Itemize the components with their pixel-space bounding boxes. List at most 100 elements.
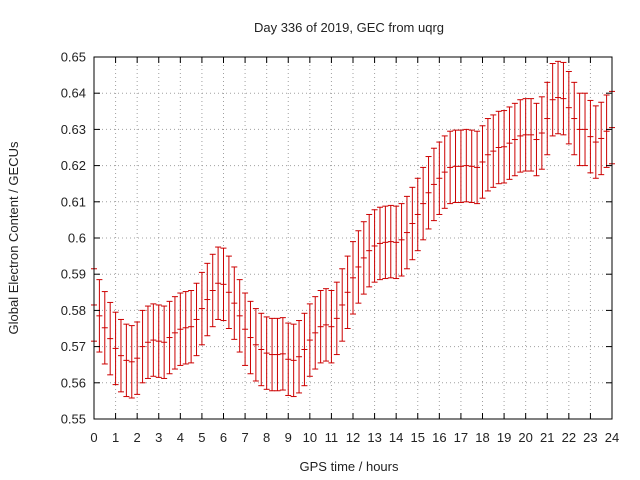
error-bar [565,70,572,145]
error-bar [382,205,389,280]
error-bar [96,279,103,353]
error-bar [134,321,141,395]
error-bar [150,303,157,377]
error-bar [177,292,184,366]
error-bar [306,303,313,377]
error-bar [215,246,222,320]
error-bar [538,96,545,170]
error-bar [198,271,205,346]
error-bar [592,105,599,179]
x-tick-label: 19 [497,430,511,445]
x-tick-label: 0 [90,430,97,445]
error-bar [236,279,243,353]
error-bar [452,129,459,204]
x-tick-label: 20 [518,430,532,445]
error-bar [112,311,119,386]
error-bar [188,289,195,364]
error-bar [360,221,367,295]
x-tick-label: 16 [432,430,446,445]
error-bar [376,206,383,281]
grid-layer [94,57,612,419]
y-tick-label: 0.57 [61,339,86,354]
error-bar [571,81,578,156]
error-bar [225,255,232,329]
x-tick-label: 5 [198,430,205,445]
error-bar [468,129,475,204]
error-bar [220,247,227,322]
error-bar [333,281,340,356]
error-bar [398,203,405,277]
y-tick-label: 0.61 [61,194,86,209]
error-bar [366,213,373,288]
error-bar [296,320,303,394]
error-bar [317,289,324,364]
error-bar [107,301,114,376]
x-tick-label: 15 [411,430,425,445]
error-bar [441,135,448,209]
error-bar [484,118,491,192]
chart-title: Day 336 of 2019, GEC from uqrg [254,20,444,35]
error-bar [474,130,481,205]
error-bar [139,309,146,384]
y-tick-label: 0.56 [61,375,86,390]
x-tick-label: 12 [346,430,360,445]
x-tick-label: 21 [540,430,554,445]
error-bar [414,177,421,252]
error-bar [231,266,238,340]
y-tick-label: 0.62 [61,158,86,173]
x-tick-label: 24 [605,430,619,445]
error-bar [560,61,567,136]
error-bar [387,204,394,279]
x-tick-label: 18 [475,430,489,445]
error-bar [528,98,535,172]
x-axis-label: GPS time / hours [300,459,399,474]
error-bar [123,323,130,398]
error-bar [501,110,508,184]
error-bar [279,317,286,391]
y-tick-layer: 0.55 0.56 0.57 0.58 0.59 0.6 0.61 0.62 0.63 0.64 0… [61,50,612,427]
x-tick-label: 7 [241,430,248,445]
x-tick-label: 2 [134,430,141,445]
error-bar [182,291,189,365]
x-tick-label: 9 [285,430,292,445]
error-bar [193,282,200,357]
error-bar [555,60,562,135]
x-tick-label: 3 [155,430,162,445]
error-bar [533,102,540,177]
error-bar [301,312,308,387]
error-bar [274,317,281,392]
error-bar [517,99,524,173]
error-bar [242,292,249,366]
x-tick-label: 11 [325,430,339,445]
error-bar [582,92,589,167]
x-tick-label: 17 [454,430,468,445]
error-bar [598,101,605,176]
error-bar [247,300,254,375]
y-tick-label: 0.55 [61,412,86,427]
error-bar [355,230,362,304]
error-bar [312,296,319,370]
error-bar [101,291,108,365]
error-bar [252,308,259,382]
error-bar [506,106,513,180]
error-bar [161,305,168,379]
y-tick-label: 0.64 [61,86,86,101]
error-bar [495,110,502,185]
error-bar [171,296,178,370]
error-bar [511,102,518,177]
y-tick-label: 0.65 [61,50,86,65]
error-bar [393,205,400,280]
x-tick-label: 4 [177,430,184,445]
error-bar [420,166,427,241]
y-tick-label: 0.58 [61,303,86,318]
error-bar [436,141,443,215]
error-bar [290,323,297,398]
y-tick-label: 0.6 [68,231,86,246]
x-tick-label: 1 [112,430,119,445]
error-bar [263,316,270,390]
error-bar [258,312,265,387]
y-axis-label: Global Electron Content / GECUs [6,141,21,334]
error-bar [323,288,330,362]
error-bar [447,130,454,205]
error-bar [603,94,610,168]
